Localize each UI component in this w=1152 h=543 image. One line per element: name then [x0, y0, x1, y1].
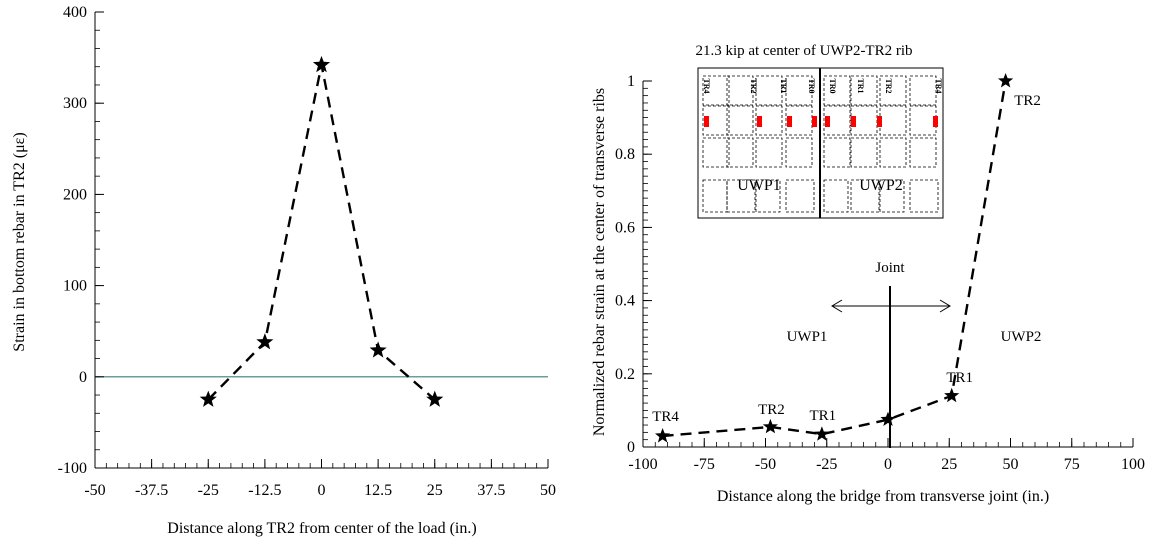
data-point-label: TR2	[1014, 93, 1041, 109]
inset-rib-label: TR2	[749, 78, 758, 93]
inset-cell	[910, 106, 936, 135]
strain-gauge-marker	[825, 116, 830, 127]
inset-cell	[756, 138, 782, 167]
x-tick-label: 50	[1003, 456, 1019, 473]
x-tick-label: -75	[694, 456, 715, 473]
inset-rib-label: TR0	[828, 78, 837, 93]
uwp1-side-label: UWP1	[787, 329, 828, 345]
inset-rib-label: TR4	[702, 78, 711, 93]
data-point-star	[880, 412, 895, 426]
y-tick-label: 0.6	[615, 219, 635, 236]
x-tick-label: -50	[84, 482, 105, 499]
x-tick-label: 37.5	[477, 482, 505, 499]
inset-rib-label: TR0	[807, 78, 816, 93]
y-tick-label: 1	[627, 73, 635, 90]
data-point-star	[998, 73, 1013, 88]
inset-cell	[786, 138, 812, 167]
y-tick-label: 200	[63, 186, 87, 203]
data-point-star	[763, 419, 778, 433]
data-point-label: TR1	[810, 408, 837, 424]
y-tick-label: 0	[79, 369, 87, 386]
x-tick-label: 25	[427, 482, 443, 499]
x-tick-label: 100	[1121, 456, 1145, 473]
x-tick-label: -12.5	[248, 482, 281, 499]
x-tick-label: 0	[318, 482, 326, 499]
inset-rib-label: TR4	[934, 78, 943, 93]
inset-cell	[727, 138, 753, 167]
inset-rib-label: TR2	[884, 78, 893, 93]
strain-gauge-marker	[812, 116, 817, 127]
right-x-axis-label: Distance along the bridge from transvers…	[717, 488, 1049, 505]
right-series	[655, 73, 1013, 443]
left-axes	[95, 12, 548, 468]
x-tick-label: 12.5	[364, 482, 392, 499]
inset-cell	[703, 138, 729, 167]
left-ticks: -50 -37.5 -25 -12.5 0 12.5 25 37.5 50 -100 0 100 200…	[58, 4, 556, 499]
inset-uwp1-label: UWP1	[737, 177, 781, 194]
inset-cell	[851, 138, 877, 167]
data-point-star	[655, 428, 670, 443]
y-tick-label: 0.8	[615, 146, 635, 163]
left-series	[200, 56, 444, 407]
x-tick-label: -25	[198, 482, 219, 499]
strain-gauge-marker	[704, 116, 709, 127]
inset-cell	[910, 76, 936, 105]
inset-cell	[727, 106, 753, 135]
inset-rib-label: TR1	[856, 78, 865, 93]
inset-cell	[824, 138, 850, 167]
strain-gauge-marker	[877, 116, 882, 127]
left-x-axis-label: Distance along TR2 from center of the lo…	[167, 520, 476, 537]
inset-cell	[824, 180, 848, 212]
x-tick-label: -50	[755, 456, 776, 473]
inset-uwp2-label: UWP2	[859, 177, 903, 194]
left-chart: -50 -37.5 -25 -12.5 0 12.5 25 37.5 50 -100 0 100 200…	[11, 4, 556, 537]
data-point-label: TR4	[652, 409, 679, 425]
x-tick-label: 75	[1064, 456, 1080, 473]
strain-gauge-marker	[757, 116, 762, 127]
left-y-axis-label: Strain in bottom rebar in TR2 (με)	[11, 132, 28, 351]
x-tick-label: 0	[884, 456, 892, 473]
x-tick-label: 50	[540, 482, 556, 499]
inset-rib-labels: TR4 TR2 TR1 TR0 TR0 TR1 TR2 TR4	[702, 78, 943, 93]
joint-label: Joint	[875, 260, 905, 276]
inset-cell	[880, 106, 906, 135]
x-tick-label: 25	[941, 456, 957, 473]
data-point-star	[944, 388, 959, 402]
inset-cell	[910, 138, 936, 167]
inset-cell	[786, 180, 814, 212]
series-line	[208, 65, 434, 400]
inset-cell	[880, 138, 906, 167]
data-point-star	[370, 341, 387, 357]
inset-cell	[703, 180, 727, 212]
inset-panel-diagram: 21.3 kip at center of UWP2-TR2 rib TR4 TR…	[695, 43, 943, 218]
y-tick-label: 0	[627, 439, 635, 456]
right-point-labels: TR4 TR2 TR1 TR1 TR2	[652, 93, 1041, 425]
right-chart: -100 -75 -50 -25 0 25 50 75 100 0 0.2 0.4 0.6 0.8 1 21…	[591, 43, 1145, 505]
y-tick-label: 400	[63, 4, 87, 21]
uwp2-side-label: UWP2	[1001, 329, 1042, 345]
y-tick-label: -100	[58, 460, 87, 477]
inset-cell	[910, 180, 938, 212]
y-tick-label: 0.2	[615, 366, 635, 383]
data-point-label: TR2	[758, 402, 785, 418]
x-tick-label: -100	[628, 456, 657, 473]
x-tick-label: -37.5	[135, 482, 168, 499]
inset-cell	[756, 76, 782, 105]
y-tick-label: 300	[63, 95, 87, 112]
inset-rib-label: TR1	[779, 78, 788, 93]
strain-gauge-marker	[933, 116, 938, 127]
y-tick-label: 0.4	[615, 293, 635, 310]
data-point-label: TR1	[946, 370, 973, 386]
strain-gauge-marker	[787, 116, 792, 127]
x-tick-label: -25	[816, 456, 837, 473]
inset-title: 21.3 kip at center of UWP2-TR2 rib	[695, 43, 912, 59]
right-y-axis-label: Normalized rebar strain at the center of…	[591, 88, 608, 436]
y-tick-label: 100	[63, 278, 87, 295]
strain-gauge-marker	[851, 116, 856, 127]
